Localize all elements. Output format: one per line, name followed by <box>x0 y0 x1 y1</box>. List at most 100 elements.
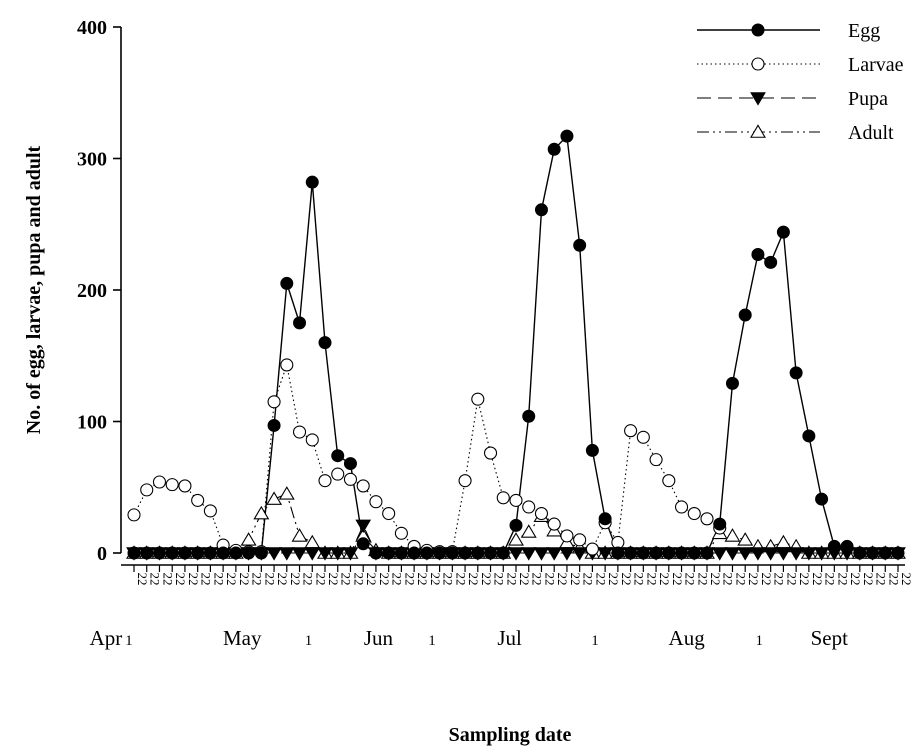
pupa-point <box>520 547 537 561</box>
egg-point <box>318 336 332 350</box>
egg-point <box>356 537 370 551</box>
legend-marker-larvae <box>751 57 765 71</box>
x-tick-label: 22 <box>301 573 316 586</box>
legend-marker-pupa <box>750 92 766 106</box>
larvae-point <box>471 392 485 406</box>
larvae-point <box>369 495 383 509</box>
x-tick-label: 22 <box>390 573 405 586</box>
egg-point <box>853 546 867 560</box>
pupa-point <box>355 519 372 534</box>
x-axis-title: Sampling date <box>449 724 572 746</box>
pupa-point <box>559 547 575 561</box>
x-tick-label: 22 <box>339 573 354 586</box>
egg-point <box>178 546 192 560</box>
x-tick-label: 22 <box>619 573 634 586</box>
x-tick-label: 22 <box>606 573 621 586</box>
month-label: Aug <box>669 626 706 650</box>
egg-point <box>420 546 434 560</box>
larvae-point <box>382 506 396 521</box>
egg-point <box>789 366 803 380</box>
x-tick-label: 22 <box>581 573 596 586</box>
egg-point <box>534 203 548 217</box>
egg-point <box>267 418 281 432</box>
egg-point <box>331 449 345 463</box>
month-label: Apr <box>90 626 123 650</box>
pupa-point <box>750 547 766 561</box>
egg-point <box>585 443 599 457</box>
month-label: 1 <box>591 633 599 649</box>
x-tick-label: 22 <box>313 573 328 586</box>
x-tick-label: 22 <box>772 573 787 586</box>
egg-point <box>598 512 612 526</box>
x-tick-label: 22 <box>708 573 723 586</box>
larvae-point <box>522 500 536 514</box>
egg-point <box>254 546 268 560</box>
y-tick-label: 400 <box>77 17 107 39</box>
x-tick-label: 22 <box>542 573 557 586</box>
legend-label-adult: Adult <box>848 122 894 144</box>
adult-point <box>278 486 295 500</box>
larvae-point <box>573 533 587 547</box>
larvae-point <box>560 529 574 543</box>
x-tick-label: 22 <box>861 573 876 586</box>
egg-point <box>203 546 217 560</box>
egg-point <box>165 546 179 560</box>
egg-point <box>725 376 739 390</box>
adult-point <box>253 505 270 520</box>
pupa-point <box>775 547 792 561</box>
larvae-point <box>674 500 689 514</box>
adult-point <box>737 532 754 546</box>
egg-point <box>216 546 230 560</box>
egg-point <box>191 546 205 560</box>
egg-point <box>484 546 498 560</box>
month-label: Sept <box>811 626 849 650</box>
egg-point <box>445 546 459 560</box>
egg-point <box>840 539 854 553</box>
x-tick-label: 22 <box>415 573 430 586</box>
larvae-point <box>483 446 498 460</box>
x-tick-label: 22 <box>886 573 901 586</box>
month-label: 1 <box>428 633 436 649</box>
larvae-point <box>624 424 638 438</box>
egg-point <box>305 175 319 189</box>
adult-point <box>775 534 792 549</box>
larvae-point <box>662 474 676 488</box>
x-tick-label: 22 <box>377 573 392 586</box>
larvae-point <box>305 433 319 447</box>
x-tick-label: 22 <box>517 573 532 586</box>
adult-point <box>266 491 283 505</box>
y-axis-title: No. of egg, larvae, pupa and adult <box>23 145 45 434</box>
egg-point <box>382 546 396 560</box>
egg-point <box>624 546 638 560</box>
x-tick-label: 22 <box>874 573 889 586</box>
egg-point <box>242 546 256 560</box>
egg-point <box>522 409 536 423</box>
x-tick-label: 22 <box>186 573 201 586</box>
legend: Egg Larvae Pupa Adult <box>697 20 904 144</box>
x-tick-label: 22 <box>555 573 570 586</box>
egg-point <box>471 546 485 560</box>
egg-point <box>866 546 880 560</box>
month-label: 1 <box>755 633 763 649</box>
larvae-point <box>343 472 358 486</box>
x-tick-label: 22 <box>262 573 277 586</box>
egg-point <box>751 247 765 261</box>
x-tick-label: 22 <box>453 573 468 586</box>
egg-point <box>700 546 714 560</box>
larvae-point <box>203 504 217 518</box>
egg-point <box>394 546 408 560</box>
adult-point <box>508 532 524 546</box>
egg-point <box>662 546 676 560</box>
month-label: Jul <box>497 626 522 650</box>
month-label: May <box>223 626 262 650</box>
larvae-point <box>687 506 701 521</box>
x-tick-label: 22 <box>492 573 507 586</box>
egg-point <box>458 546 472 560</box>
egg-point <box>573 238 587 252</box>
legend-marker-adult <box>750 124 766 138</box>
pupa-point <box>724 547 741 561</box>
x-tick-label: 22 <box>504 573 519 586</box>
x-tick-label: 22 <box>479 573 494 586</box>
egg-point <box>878 546 892 560</box>
pupa-point <box>278 547 295 561</box>
